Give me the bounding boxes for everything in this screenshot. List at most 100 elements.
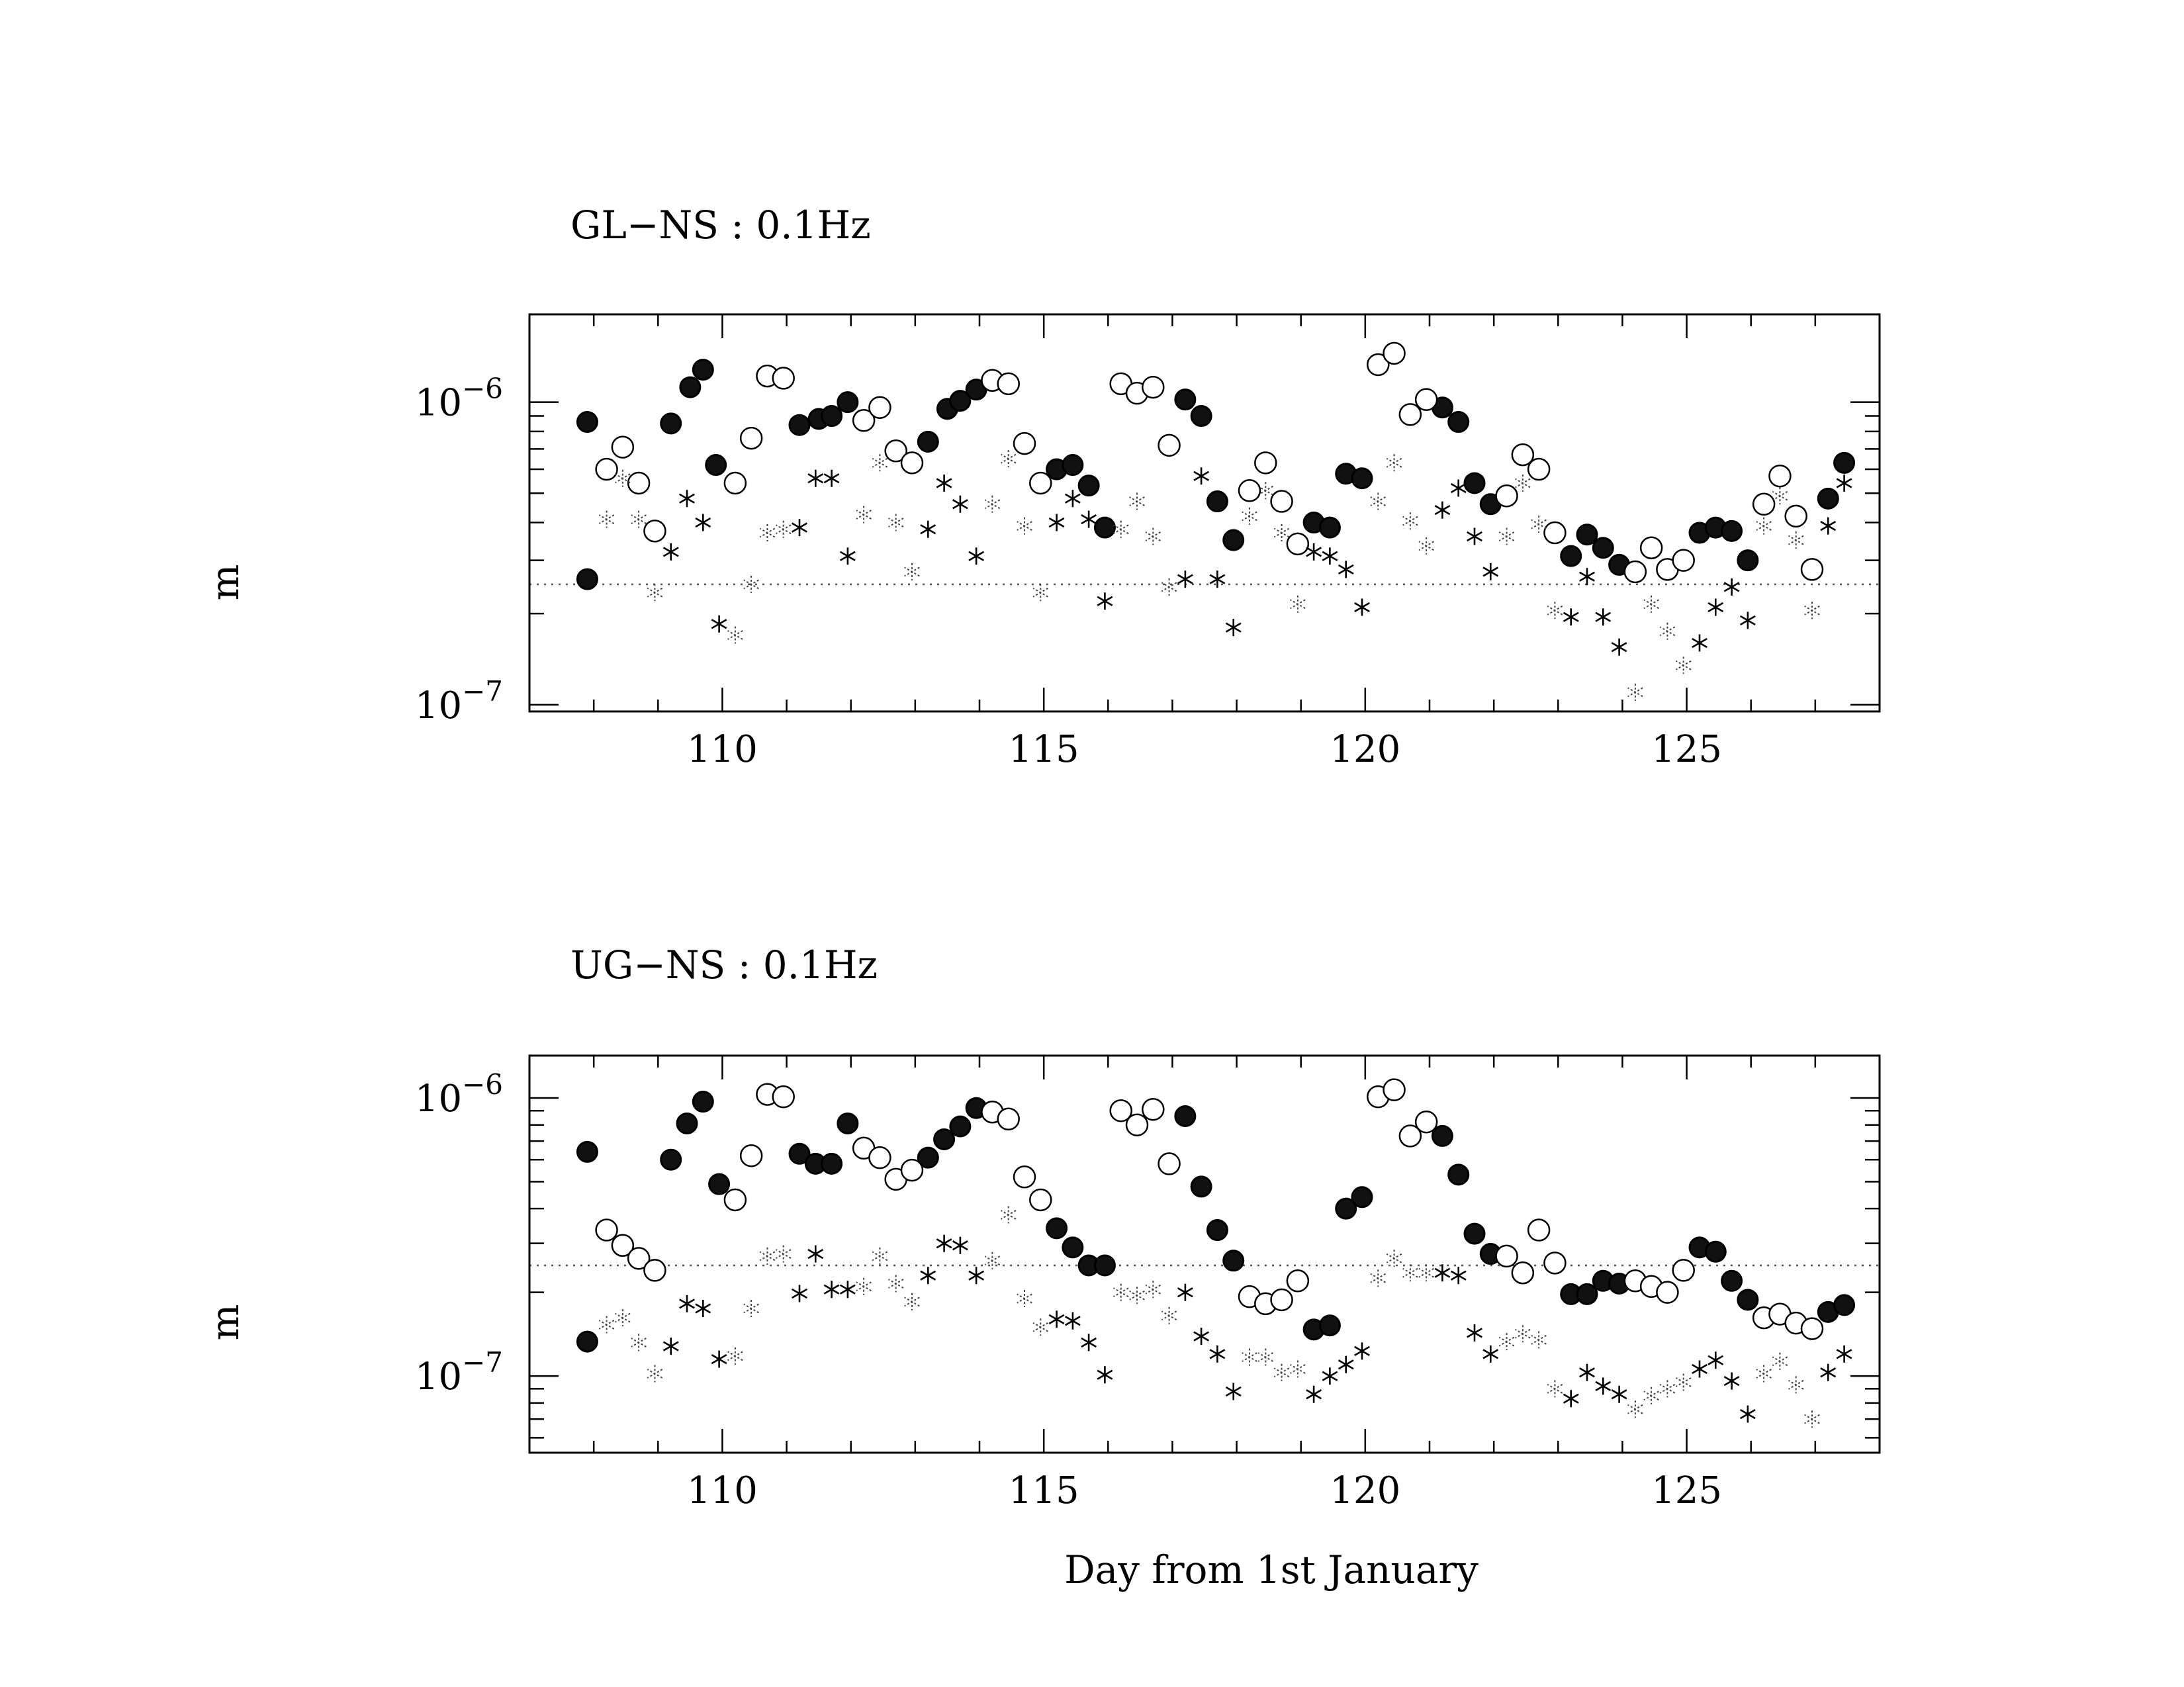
dotted-asterisk-point [1161, 1306, 1177, 1324]
asterisk-point [679, 490, 695, 508]
filled-circle-point [1833, 1294, 1856, 1316]
open-circle-point [1495, 1244, 1518, 1268]
open-circle-point [595, 1218, 618, 1242]
open-circle-point [1254, 451, 1277, 475]
open-circle-point [884, 439, 907, 463]
open-circle-point [739, 426, 763, 450]
open-circle-point [1398, 1124, 1422, 1148]
dotted-asterisk-point [1370, 492, 1387, 510]
filled-circle-point [576, 1140, 598, 1163]
asterisk-point [1434, 501, 1451, 519]
filled-circle-point [949, 1115, 972, 1138]
asterisk-point [1450, 479, 1467, 497]
asterisk-point [1209, 1345, 1226, 1363]
dotted-asterisk-point [598, 1316, 615, 1334]
dotted-asterisk-point [647, 584, 663, 602]
dotted-asterisk-point [1000, 1206, 1017, 1224]
filled-circle-point [1318, 1314, 1341, 1337]
asterisk-point [1322, 547, 1338, 565]
dotted-asterisk-point [1643, 595, 1659, 613]
filled-circle-point [1093, 516, 1116, 539]
plot-frame [528, 1054, 1881, 1454]
asterisk-point [711, 615, 727, 633]
dotted-asterisk-point [615, 1309, 631, 1327]
asterisk-point [1467, 527, 1482, 545]
asterisk-point [1434, 1264, 1451, 1282]
asterisk-point [1707, 1351, 1724, 1369]
x-tick-label: 120 [1330, 728, 1400, 771]
asterisk-point [823, 469, 840, 487]
asterisk-point [1579, 1363, 1595, 1381]
asterisk-point [936, 1234, 952, 1252]
dotted-asterisk-point [1386, 454, 1402, 472]
open-circle-point [1286, 1269, 1310, 1293]
open-circle-point [1495, 484, 1518, 508]
dotted-asterisk-point [984, 495, 1001, 513]
dotted-asterisk-point [1627, 1400, 1643, 1418]
dotted-asterisk-point [887, 1275, 904, 1293]
filled-circle-point [1190, 1175, 1212, 1198]
dotted-asterisk-point [759, 524, 776, 541]
filled-circle-point [1351, 1186, 1373, 1208]
dotted-asterisk-point [1675, 657, 1692, 674]
asterisk-point [711, 1350, 727, 1368]
asterisk-point [1193, 467, 1210, 485]
filled-circle-point [837, 1112, 859, 1134]
dotted-asterisk-point [1161, 578, 1177, 596]
panel-gl-ns: GL−NS : 0.1Hz m 110 115 120 125 10−6 10−7 [203, 203, 1881, 771]
dotted-asterisk-point [1032, 584, 1049, 602]
open-circle-point [1029, 1188, 1052, 1212]
dotted-asterisk-point [727, 1347, 743, 1365]
asterisk-point [936, 475, 952, 492]
dotted-asterisk-point [1402, 512, 1418, 530]
filled-circle-point [1447, 411, 1470, 433]
data-marks [576, 342, 1856, 701]
filled-circle-point [1576, 524, 1598, 546]
open-circle-point [1543, 521, 1567, 545]
open-circle-point [772, 1085, 795, 1109]
x-tick-label: 110 [687, 1469, 758, 1512]
dotted-asterisk-point [775, 520, 792, 538]
filled-circle-point [1737, 549, 1759, 572]
dotted-asterisk-point [759, 1247, 776, 1265]
dotted-asterisk-point [775, 1245, 792, 1263]
open-circle-point [1639, 536, 1663, 559]
open-circle-point [1800, 558, 1824, 581]
open-circle-point [1656, 1281, 1679, 1304]
dotted-asterisk-point [1257, 482, 1274, 500]
asterisk-point [1739, 1405, 1756, 1423]
dotted-asterisk-point [1017, 1290, 1032, 1307]
open-circle-point [1511, 443, 1535, 467]
open-circle-point [1029, 471, 1052, 495]
x-tick-label: 115 [1009, 728, 1079, 771]
filled-circle-point [1576, 1283, 1598, 1305]
filled-circle-point [1062, 1236, 1084, 1259]
dotted-asterisk-point [1257, 1348, 1274, 1366]
dotted-asterisk-point [1772, 487, 1788, 505]
asterisk-point [1836, 1345, 1852, 1363]
dotted-asterisk-point [743, 1300, 759, 1317]
x-tick-label: 120 [1330, 1469, 1400, 1512]
dotted-asterisk-point [1418, 1264, 1434, 1282]
filled-circle-point [1737, 1289, 1759, 1311]
asterisk-point [662, 543, 679, 561]
y-tick-label: 10−6 [415, 1068, 503, 1120]
open-circle-point [997, 372, 1020, 396]
filled-circle-point [1463, 472, 1486, 494]
open-circle-point [852, 409, 876, 432]
asterisk-point [1482, 1345, 1499, 1363]
dotted-asterisk-point [1418, 537, 1434, 555]
dotted-asterisk-point [872, 454, 888, 472]
open-circle-point [1270, 490, 1293, 513]
filled-circle-point [1046, 1217, 1068, 1240]
asterisk-point [1707, 598, 1724, 616]
asterisk-point [1193, 1328, 1210, 1345]
asterisk-point [1723, 1372, 1740, 1390]
filled-circle-point [1833, 451, 1856, 474]
asterisk-point [1225, 1383, 1242, 1400]
dotted-asterisk-point [1675, 1373, 1692, 1391]
open-circle-point [611, 435, 635, 459]
asterisk-point [1354, 1342, 1370, 1360]
asterisk-point [792, 519, 807, 537]
dotted-asterisk-point [1788, 531, 1804, 549]
